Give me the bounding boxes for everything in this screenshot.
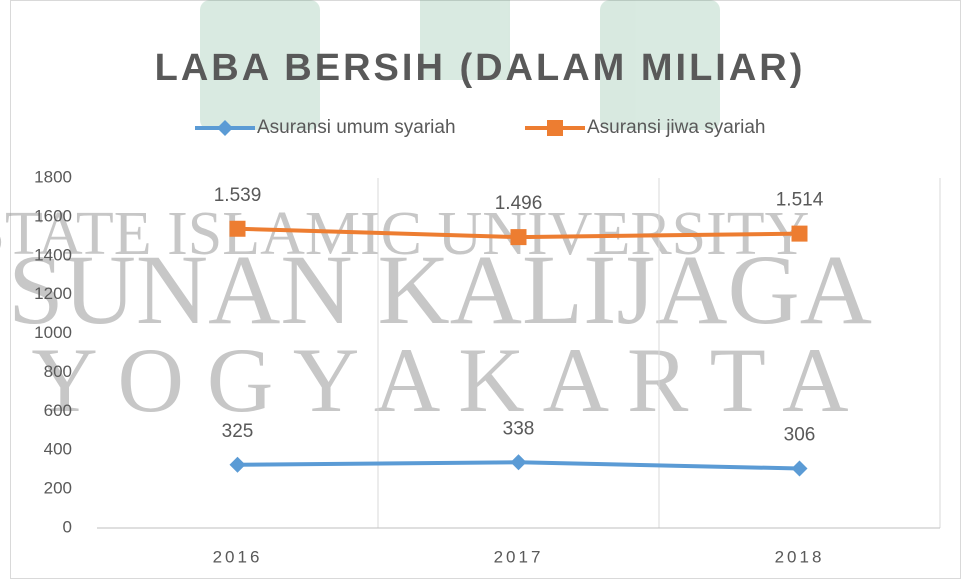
data-label: 338: [503, 418, 535, 439]
chart-title: LABA BERSIH (DALAM MILIAR): [155, 47, 806, 89]
marker: [791, 225, 808, 242]
y-tick-label: 1600: [34, 206, 72, 225]
y-tick-label: 1000: [34, 323, 72, 342]
x-tick-label: 2018: [775, 547, 825, 566]
marker: [791, 460, 808, 477]
data-label: 306: [784, 425, 816, 446]
y-tick-label: 0: [63, 517, 72, 536]
y-tick-label: 600: [44, 401, 72, 420]
marker: [229, 220, 246, 237]
watermark-line: Y O G Y A K A R T A: [31, 329, 848, 431]
y-tick-label: 400: [44, 440, 72, 459]
marker: [510, 229, 527, 246]
data-label: 1.514: [776, 190, 824, 211]
data-label: 1.539: [214, 185, 262, 206]
marker: [547, 120, 563, 136]
y-tick-label: 200: [44, 479, 72, 498]
data-label: 1.496: [495, 193, 543, 214]
marker: [217, 120, 233, 136]
chart-border: [10, 0, 961, 579]
x-tick-label: 2017: [494, 547, 544, 566]
y-tick-label: 1200: [34, 284, 72, 303]
legend-label: Asuransi umum syariah: [257, 117, 456, 138]
y-tick-label: 1800: [34, 167, 72, 186]
y-tick-label: 1400: [34, 245, 72, 264]
watermark-logo: [200, 0, 720, 130]
legend-label: Asuransi jiwa syariah: [587, 117, 765, 138]
watermark-line: SUNAN KALIJAGA: [8, 234, 872, 345]
marker: [229, 456, 246, 473]
data-label: 325: [222, 421, 254, 442]
marker: [510, 454, 527, 471]
y-tick-label: 800: [44, 362, 72, 381]
x-tick-label: 2016: [213, 547, 263, 566]
